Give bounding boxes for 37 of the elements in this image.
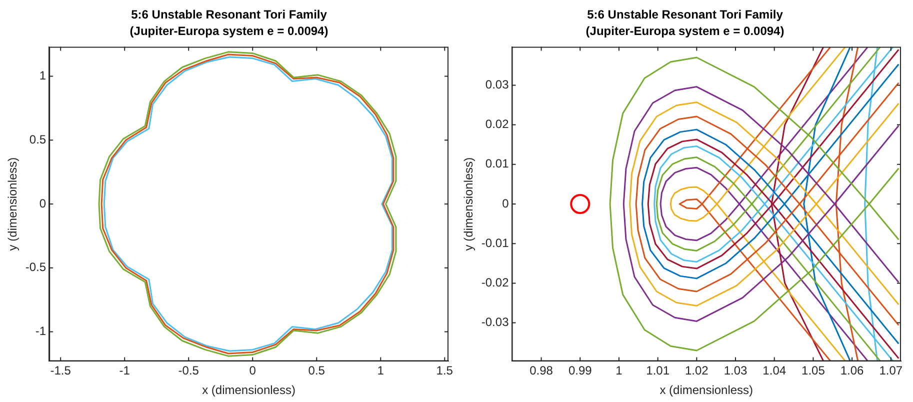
x-tick-label: 1.02 (684, 364, 709, 378)
x-tick-label: 1.05 (802, 364, 826, 378)
x-tick-label: 0 (249, 364, 256, 378)
y-tick-label: -0.03 (481, 315, 510, 330)
x-tick-label: -1.5 (50, 364, 72, 378)
chart-subtitle: (Jupiter-Europa system e = 0.0094) (130, 24, 328, 38)
x-tick-label: -1 (119, 364, 130, 378)
x-axis-title: x (dimensionless) (202, 383, 296, 398)
y-tick-label: -0.5 (25, 260, 46, 274)
y-tick-label: -1 (35, 324, 46, 338)
x-tick-label: 1.03 (724, 364, 748, 378)
x-tick-label: 1.01 (646, 364, 670, 378)
x-tick-label: 1.06 (840, 364, 864, 378)
x-tick-label: 0.99 (568, 364, 592, 378)
chart-title: 5:6 Unstable Resonant Tori Family (587, 8, 784, 22)
y-tick-label: 0.01 (485, 156, 510, 171)
x-tick-label: 1.5 (436, 364, 454, 378)
y-tick-label: 0.03 (485, 78, 510, 92)
y-axis-title: y (dimensionless) (462, 157, 476, 251)
x-tick-label: 1 (377, 364, 384, 378)
y-tick-label: 0 (39, 196, 46, 210)
x-tick-label: 1.04 (762, 364, 786, 378)
y-axis-title: y (dimensionless) (6, 157, 20, 251)
x-tick-label: -0.5 (178, 364, 200, 378)
x-tick-label: 0.98 (530, 364, 554, 378)
chart-subtitle: (Jupiter-Europa system e = 0.0094) (586, 24, 784, 38)
y-tick-label: 0 (502, 196, 510, 210)
x-tick-label: 1 (616, 364, 623, 378)
y-tick-label: -0.01 (481, 236, 510, 250)
x-axis-title: x (dimensionless) (660, 383, 754, 398)
y-tick-label: 0.02 (485, 117, 510, 132)
chart-title: 5:6 Unstable Resonant Tori Family (131, 8, 328, 22)
y-tick-label: 0.5 (29, 132, 46, 146)
x-tick-label: 0.5 (308, 364, 326, 378)
y-tick-label: -0.02 (481, 276, 510, 290)
y-tick-label: 1 (39, 68, 46, 83)
x-tick-label: 1.07 (879, 364, 903, 378)
